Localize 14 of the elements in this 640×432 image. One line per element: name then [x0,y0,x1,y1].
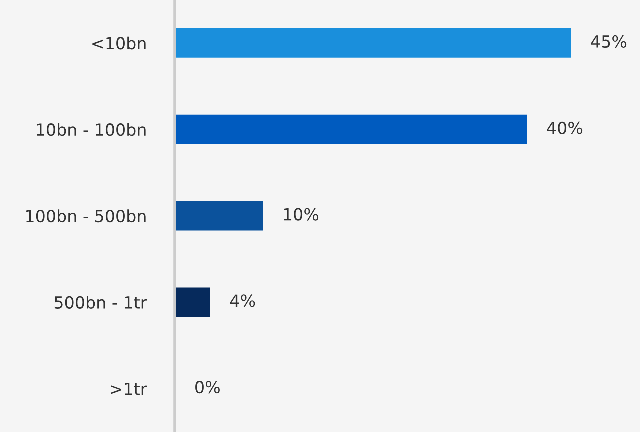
bar [175,201,263,231]
y-tick-label: 10bn - 100bn [37,123,146,136]
data-label: 0% [196,381,220,394]
data-label: 4% [230,294,256,308]
y-tick-label: 500bn - 1tr [54,296,148,309]
data-label: 40% [547,122,583,134]
data-label: 45% [591,35,627,48]
bar [175,28,571,58]
y-tick-label: >1tr [111,382,148,396]
bar [175,288,210,318]
bar [175,114,527,144]
data-label: 10% [284,208,319,221]
y-tick-label: 100bn - 500bn [26,210,146,223]
y-tick-label: <10bn [92,36,146,50]
